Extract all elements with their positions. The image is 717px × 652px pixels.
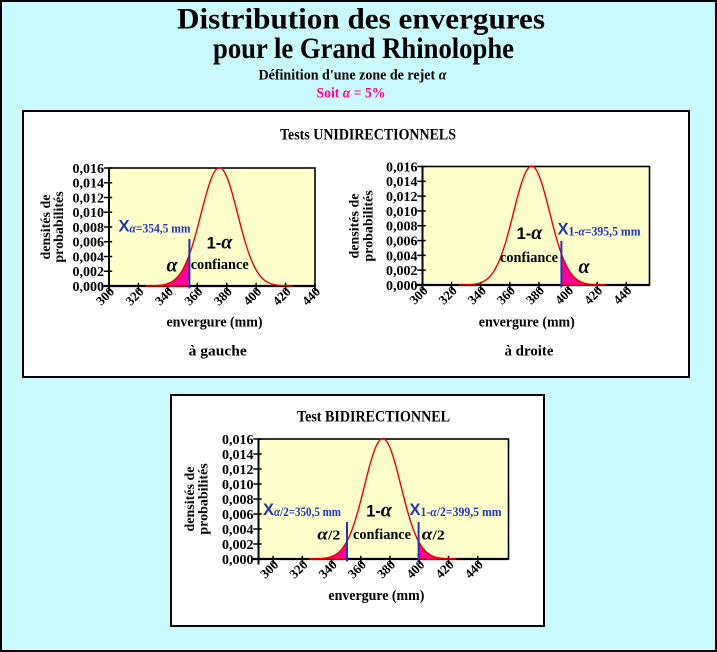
svg-text:X1-α=395,5 mm: X1-α=395,5 mm — [558, 220, 642, 238]
svg-text:Xα/2=350,5 mm: Xα/2=350,5 mm — [263, 501, 342, 519]
svg-text:0,016: 0,016 — [386, 160, 418, 175]
svg-text:0,000: 0,000 — [222, 553, 254, 568]
svg-text:0,000: 0,000 — [73, 280, 105, 295]
svg-text:à droite: à droite — [505, 344, 554, 360]
svg-text:Définition d'une zone de rejet: Définition d'une zone de rejet α — [258, 68, 447, 84]
svg-text:0,008: 0,008 — [222, 493, 254, 508]
svg-text:0,010: 0,010 — [73, 206, 105, 221]
svg-text:1-α: 1-α — [517, 222, 544, 244]
svg-text:Soit α = 5%: Soit α = 5% — [317, 86, 386, 102]
svg-text:densités de: densités de — [183, 467, 198, 532]
svg-text:0,014: 0,014 — [73, 177, 105, 192]
svg-text:pour le Grand Rhinolophe: pour le Grand Rhinolophe — [213, 32, 514, 65]
svg-text:0,006: 0,006 — [73, 236, 105, 251]
svg-text:confiance: confiance — [353, 527, 411, 543]
svg-text:0,008: 0,008 — [73, 221, 105, 236]
svg-text:0,014: 0,014 — [222, 448, 254, 463]
svg-text:Xα=354,5 mm: Xα=354,5 mm — [119, 218, 192, 236]
svg-text:α/2: α/2 — [422, 525, 445, 544]
svg-text:envergure (mm): envergure (mm) — [167, 315, 263, 331]
svg-text:0,002: 0,002 — [386, 264, 418, 279]
svg-text:α: α — [166, 255, 178, 277]
svg-text:0,004: 0,004 — [386, 249, 418, 264]
svg-text:Tests UNIDIRECTIONNELS: Tests UNIDIRECTIONNELS — [280, 127, 456, 144]
svg-text:0,012: 0,012 — [386, 190, 418, 205]
svg-text:α: α — [578, 256, 590, 278]
svg-text:0,016: 0,016 — [73, 162, 105, 177]
svg-text:densités de: densités de — [348, 194, 363, 259]
svg-text:0,010: 0,010 — [386, 205, 418, 220]
svg-text:0,002: 0,002 — [73, 265, 105, 280]
svg-text:densités de: densités de — [39, 195, 54, 260]
svg-text:à gauche: à gauche — [189, 344, 247, 360]
svg-text:Distribution des envergures: Distribution des envergures — [177, 2, 545, 35]
svg-text:0,012: 0,012 — [73, 191, 105, 206]
svg-text:0,004: 0,004 — [73, 250, 105, 265]
svg-text:0,014: 0,014 — [386, 175, 418, 190]
svg-text:envergure (mm): envergure (mm) — [479, 315, 575, 331]
svg-text:envergure (mm): envergure (mm) — [328, 588, 424, 604]
svg-text:confiance: confiance — [500, 250, 558, 266]
svg-text:probabilités: probabilités — [52, 191, 67, 263]
svg-text:0,002: 0,002 — [222, 538, 254, 553]
svg-text:0,016: 0,016 — [222, 433, 254, 448]
svg-text:confiance: confiance — [191, 257, 249, 273]
svg-text:0,008: 0,008 — [386, 220, 418, 235]
svg-text:0,006: 0,006 — [386, 234, 418, 249]
svg-text:probabilités: probabilités — [362, 190, 377, 262]
svg-text:probabilités: probabilités — [197, 463, 212, 535]
svg-text:X1-α/2=399,5 mm: X1-α/2=399,5 mm — [410, 501, 503, 519]
svg-text:0,006: 0,006 — [222, 508, 254, 523]
svg-text:0,012: 0,012 — [222, 463, 254, 478]
svg-text:α/2: α/2 — [317, 525, 340, 544]
svg-text:1-α: 1-α — [207, 232, 234, 254]
svg-text:0,000: 0,000 — [386, 279, 418, 294]
svg-text:0,004: 0,004 — [222, 523, 254, 538]
svg-text:1-α: 1-α — [366, 500, 393, 522]
svg-text:Test BIDIRECTIONNEL: Test BIDIRECTIONNEL — [297, 409, 450, 426]
svg-text:0,010: 0,010 — [222, 478, 254, 493]
